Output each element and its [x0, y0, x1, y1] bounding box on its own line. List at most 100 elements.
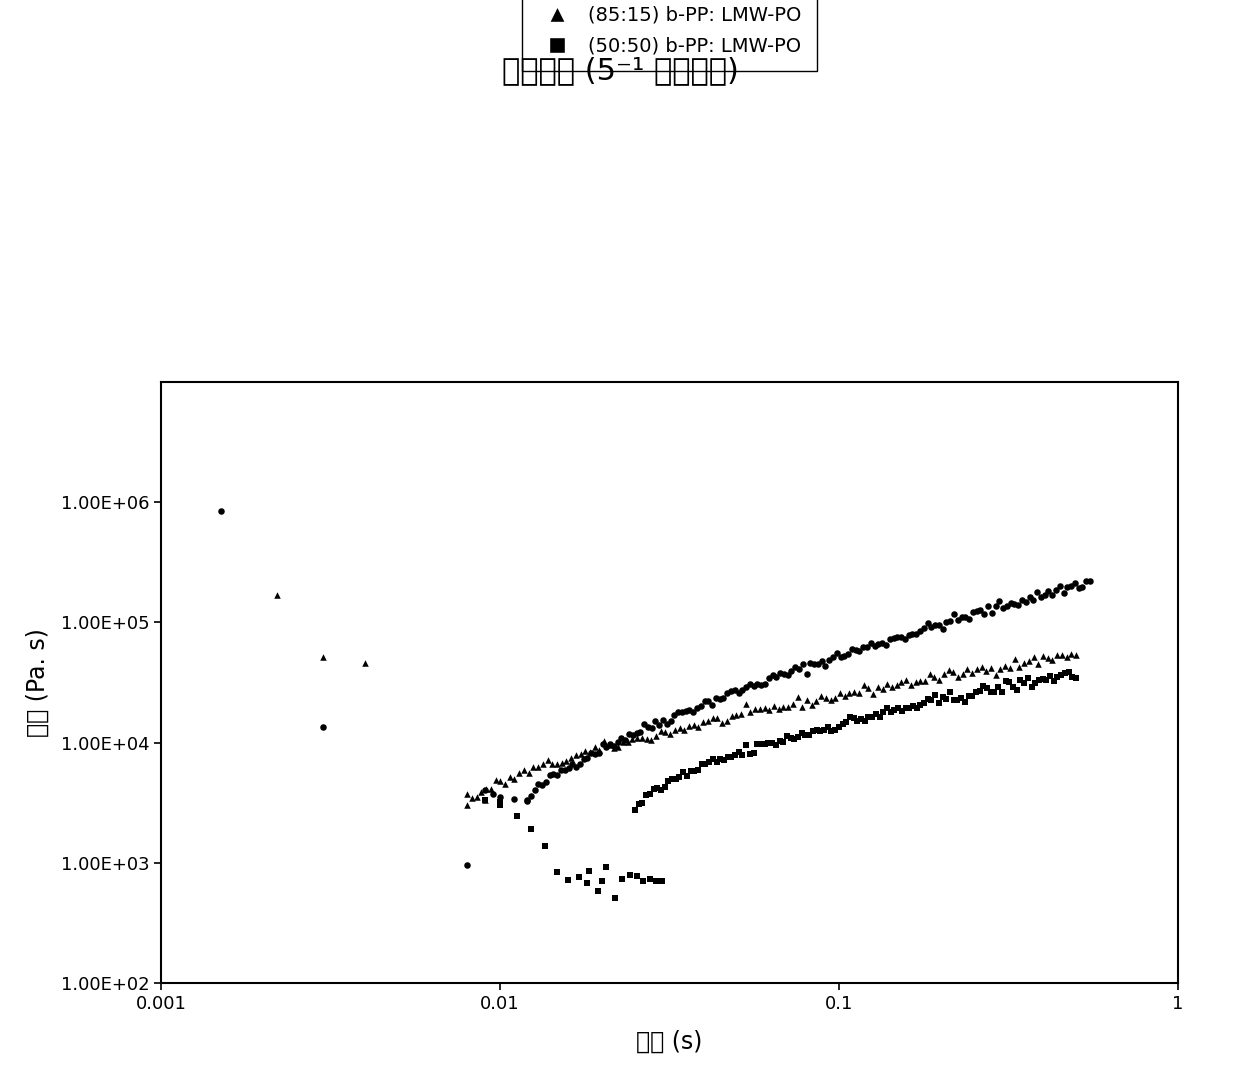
Point: [574, 750, 594, 768]
Legend: b-PP, (85:15) b-PP: LMW-PO, (50:50) b-PP: LMW-PO: b-PP, (85:15) b-PP: LMW-PO, (50:50) b-PP…: [522, 0, 817, 71]
Point: [880, 630, 900, 648]
Point: [944, 663, 963, 680]
Point: [570, 745, 590, 762]
Point: [644, 781, 663, 798]
Point: [1022, 678, 1042, 696]
Point: [593, 735, 613, 752]
Point: [578, 749, 598, 767]
Point: [816, 657, 836, 675]
Point: [475, 792, 495, 809]
Point: [1054, 584, 1074, 602]
Point: [915, 673, 935, 690]
Point: [1012, 592, 1032, 609]
Point: [1027, 583, 1047, 601]
Point: [985, 684, 1004, 701]
Point: [653, 711, 673, 728]
Point: [864, 638, 884, 655]
Point: [569, 868, 589, 886]
Point: [981, 660, 1001, 677]
Point: [789, 728, 808, 746]
Point: [528, 758, 548, 775]
Point: [599, 736, 619, 753]
Point: [921, 618, 941, 636]
Text: 拉伸粘度 (5⁻¹ 应变速率): 拉伸粘度 (5⁻¹ 应变速率): [501, 57, 739, 85]
Point: [805, 655, 825, 673]
Point: [554, 761, 574, 779]
Point: [698, 712, 718, 729]
Point: [755, 676, 775, 693]
Point: [636, 786, 656, 804]
Point: [977, 679, 997, 697]
Point: [673, 763, 693, 781]
Point: [920, 665, 940, 682]
Point: [807, 721, 827, 738]
Point: [947, 610, 967, 628]
Point: [725, 746, 745, 763]
Point: [750, 700, 770, 717]
Point: [1004, 651, 1024, 668]
Point: [972, 658, 992, 676]
Point: [1059, 663, 1079, 680]
Point: [863, 686, 883, 703]
Point: [694, 692, 714, 710]
Point: [661, 712, 681, 729]
Point: [854, 713, 874, 731]
Point: [722, 682, 742, 700]
Point: [861, 634, 880, 652]
Point: [821, 691, 841, 709]
Point: [830, 685, 849, 702]
Point: [970, 682, 990, 700]
Point: [764, 698, 784, 715]
Point: [510, 764, 529, 782]
Point: [887, 676, 906, 693]
Point: [596, 738, 616, 756]
Point: [812, 653, 832, 670]
Point: [878, 675, 898, 692]
Point: [735, 696, 755, 713]
Point: [906, 700, 926, 717]
Point: [910, 673, 930, 690]
Point: [558, 759, 578, 776]
Point: [547, 864, 567, 881]
Point: [683, 703, 703, 721]
Point: [858, 679, 878, 697]
Point: [763, 735, 782, 752]
Point: [627, 729, 647, 747]
Point: [680, 701, 699, 719]
Point: [672, 703, 692, 721]
Point: [936, 614, 956, 631]
Point: [815, 722, 835, 739]
Point: [1066, 669, 1086, 687]
Point: [1033, 670, 1053, 688]
Point: [740, 703, 760, 721]
Point: [966, 684, 986, 701]
Point: [713, 689, 733, 707]
Point: [781, 729, 801, 747]
Point: [620, 866, 640, 883]
Point: [608, 733, 627, 750]
Point: [696, 755, 715, 772]
Point: [650, 716, 670, 734]
Point: [846, 641, 866, 658]
Point: [905, 673, 925, 690]
Y-axis label: 粘度 (Pa. s): 粘度 (Pa. s): [26, 628, 50, 737]
Point: [647, 779, 667, 796]
Point: [500, 768, 520, 785]
Point: [551, 761, 570, 779]
Point: [960, 610, 980, 628]
Point: [910, 622, 930, 640]
Point: [880, 703, 900, 721]
Point: [925, 686, 945, 703]
Point: [978, 597, 998, 615]
Point: [821, 723, 841, 740]
Point: [1033, 648, 1053, 665]
Point: [763, 666, 782, 684]
Point: [967, 661, 987, 678]
Point: [873, 703, 893, 721]
Point: [490, 788, 510, 806]
Point: [727, 707, 746, 724]
Point: [882, 678, 901, 696]
Point: [789, 661, 808, 678]
Point: [982, 604, 1002, 621]
Point: [740, 745, 760, 762]
